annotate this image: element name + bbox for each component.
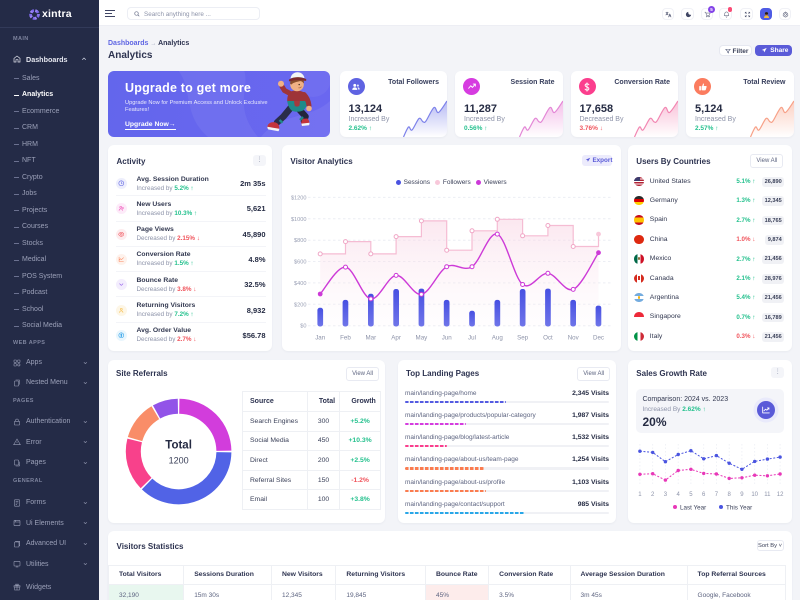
- svg-text:4: 4: [677, 492, 681, 498]
- svg-text:This Year: This Year: [726, 504, 752, 511]
- svg-text:6: 6: [702, 492, 706, 498]
- svg-text:Oct: Oct: [543, 335, 553, 342]
- svg-text:7: 7: [715, 492, 719, 498]
- svg-text:$400: $400: [294, 281, 306, 287]
- svg-text:$600: $600: [294, 260, 306, 266]
- svg-text:May: May: [416, 335, 429, 342]
- svg-text:Apr: Apr: [392, 335, 402, 342]
- svg-text:Sep: Sep: [517, 335, 529, 342]
- svg-text:Jul: Jul: [468, 335, 476, 342]
- svg-text:$200: $200: [294, 302, 306, 308]
- svg-text:8: 8: [728, 492, 732, 498]
- svg-text:11: 11: [765, 492, 772, 498]
- svg-text:Jan: Jan: [316, 335, 327, 342]
- svg-text:1: 1: [639, 492, 643, 498]
- svg-text:Mar: Mar: [366, 335, 377, 342]
- svg-text:Last Year: Last Year: [680, 504, 706, 511]
- svg-text:Total: Total: [165, 440, 192, 452]
- svg-text:3: 3: [664, 492, 668, 498]
- svg-text:9: 9: [741, 492, 745, 498]
- svg-text:$0: $0: [301, 324, 307, 330]
- svg-text:$1200: $1200: [291, 195, 307, 201]
- svg-text:Dec: Dec: [593, 335, 604, 342]
- svg-text:$800: $800: [294, 238, 306, 244]
- svg-text:Jun: Jun: [442, 335, 453, 342]
- svg-text:Aug: Aug: [492, 335, 504, 342]
- svg-text:Nov: Nov: [568, 335, 580, 342]
- svg-text:Feb: Feb: [341, 335, 352, 342]
- svg-text:10: 10: [752, 492, 759, 498]
- svg-text:12: 12: [777, 492, 784, 498]
- svg-text:2: 2: [651, 492, 655, 498]
- svg-text:$1000: $1000: [291, 217, 307, 223]
- svg-text:5: 5: [690, 492, 694, 498]
- svg-text:1200: 1200: [169, 456, 189, 466]
